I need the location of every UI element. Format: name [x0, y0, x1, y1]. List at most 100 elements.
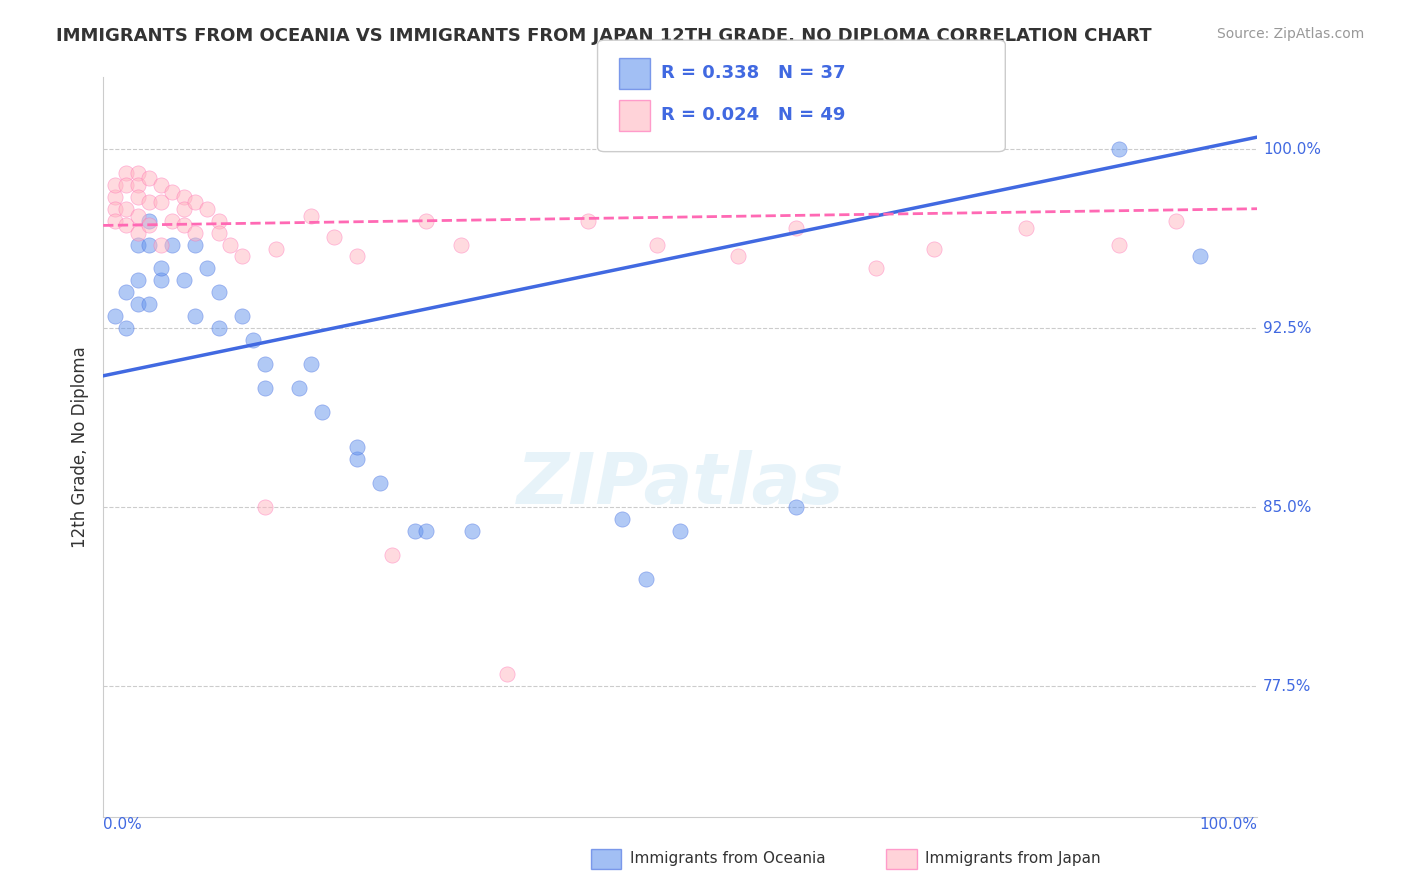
- Point: [346, 250, 368, 264]
- Point: [207, 285, 229, 300]
- Text: R = 0.338   N = 37: R = 0.338 N = 37: [661, 64, 845, 82]
- Point: [115, 178, 138, 192]
- Point: [162, 185, 184, 199]
- Point: [127, 166, 149, 180]
- Point: [207, 321, 229, 335]
- Point: [127, 297, 149, 311]
- Point: [138, 297, 160, 311]
- Point: [311, 404, 333, 418]
- Point: [138, 194, 160, 209]
- Point: [299, 357, 322, 371]
- Point: [450, 237, 472, 252]
- Point: [496, 667, 519, 681]
- Point: [115, 202, 138, 216]
- Point: [253, 381, 276, 395]
- Point: [115, 166, 138, 180]
- Point: [1108, 237, 1130, 252]
- Point: [138, 170, 160, 185]
- Point: [184, 194, 207, 209]
- Point: [1015, 220, 1038, 235]
- Point: [162, 237, 184, 252]
- Point: [149, 237, 172, 252]
- Point: [104, 178, 127, 192]
- Text: Immigrants from Oceania: Immigrants from Oceania: [630, 852, 825, 866]
- Point: [104, 190, 127, 204]
- Point: [127, 209, 149, 223]
- Point: [865, 261, 887, 276]
- Point: [785, 220, 807, 235]
- Point: [461, 524, 484, 538]
- Point: [173, 273, 195, 287]
- Point: [127, 190, 149, 204]
- Point: [184, 226, 207, 240]
- Point: [104, 202, 127, 216]
- Point: [381, 548, 404, 562]
- Point: [115, 219, 138, 233]
- Point: [727, 250, 749, 264]
- Point: [231, 250, 253, 264]
- Point: [149, 194, 172, 209]
- Point: [299, 209, 322, 223]
- Point: [323, 230, 346, 244]
- Point: [162, 213, 184, 227]
- Point: [1188, 250, 1211, 264]
- Point: [173, 202, 195, 216]
- Point: [195, 261, 218, 276]
- Point: [173, 190, 195, 204]
- Point: [645, 237, 668, 252]
- Y-axis label: 12th Grade, No Diploma: 12th Grade, No Diploma: [72, 347, 89, 549]
- Point: [288, 381, 311, 395]
- Point: [253, 357, 276, 371]
- Point: [231, 309, 253, 323]
- Text: 85.0%: 85.0%: [1263, 500, 1312, 515]
- Point: [785, 500, 807, 514]
- Point: [104, 213, 127, 227]
- Point: [184, 309, 207, 323]
- Text: 100.0%: 100.0%: [1263, 142, 1322, 157]
- Point: [149, 261, 172, 276]
- Point: [346, 441, 368, 455]
- Text: IMMIGRANTS FROM OCEANIA VS IMMIGRANTS FROM JAPAN 12TH GRADE, NO DIPLOMA CORRELAT: IMMIGRANTS FROM OCEANIA VS IMMIGRANTS FR…: [56, 27, 1152, 45]
- Point: [242, 333, 264, 347]
- Point: [1108, 142, 1130, 156]
- Point: [173, 219, 195, 233]
- Point: [127, 273, 149, 287]
- Point: [612, 512, 634, 526]
- Point: [253, 500, 276, 514]
- Text: Source: ZipAtlas.com: Source: ZipAtlas.com: [1216, 27, 1364, 41]
- Point: [127, 226, 149, 240]
- Text: ZIPatlas: ZIPatlas: [516, 450, 844, 519]
- Text: R = 0.024   N = 49: R = 0.024 N = 49: [661, 106, 845, 124]
- Point: [195, 202, 218, 216]
- Point: [149, 273, 172, 287]
- Point: [219, 237, 242, 252]
- Point: [115, 321, 138, 335]
- Point: [415, 213, 437, 227]
- Point: [207, 213, 229, 227]
- Point: [138, 219, 160, 233]
- Point: [104, 309, 127, 323]
- Point: [138, 237, 160, 252]
- Point: [922, 242, 945, 256]
- Text: 92.5%: 92.5%: [1263, 320, 1312, 335]
- Point: [346, 452, 368, 467]
- Point: [207, 226, 229, 240]
- Point: [415, 524, 437, 538]
- Point: [1166, 213, 1188, 227]
- Point: [138, 213, 160, 227]
- Text: 77.5%: 77.5%: [1263, 679, 1312, 694]
- Point: [576, 213, 599, 227]
- Point: [115, 285, 138, 300]
- Point: [368, 476, 391, 491]
- Point: [264, 242, 287, 256]
- Point: [669, 524, 692, 538]
- Point: [184, 237, 207, 252]
- Text: 0.0%: 0.0%: [103, 817, 142, 832]
- Point: [127, 237, 149, 252]
- Text: 100.0%: 100.0%: [1199, 817, 1257, 832]
- Point: [149, 178, 172, 192]
- Point: [634, 572, 657, 586]
- Text: Immigrants from Japan: Immigrants from Japan: [925, 852, 1101, 866]
- Point: [127, 178, 149, 192]
- Point: [404, 524, 426, 538]
